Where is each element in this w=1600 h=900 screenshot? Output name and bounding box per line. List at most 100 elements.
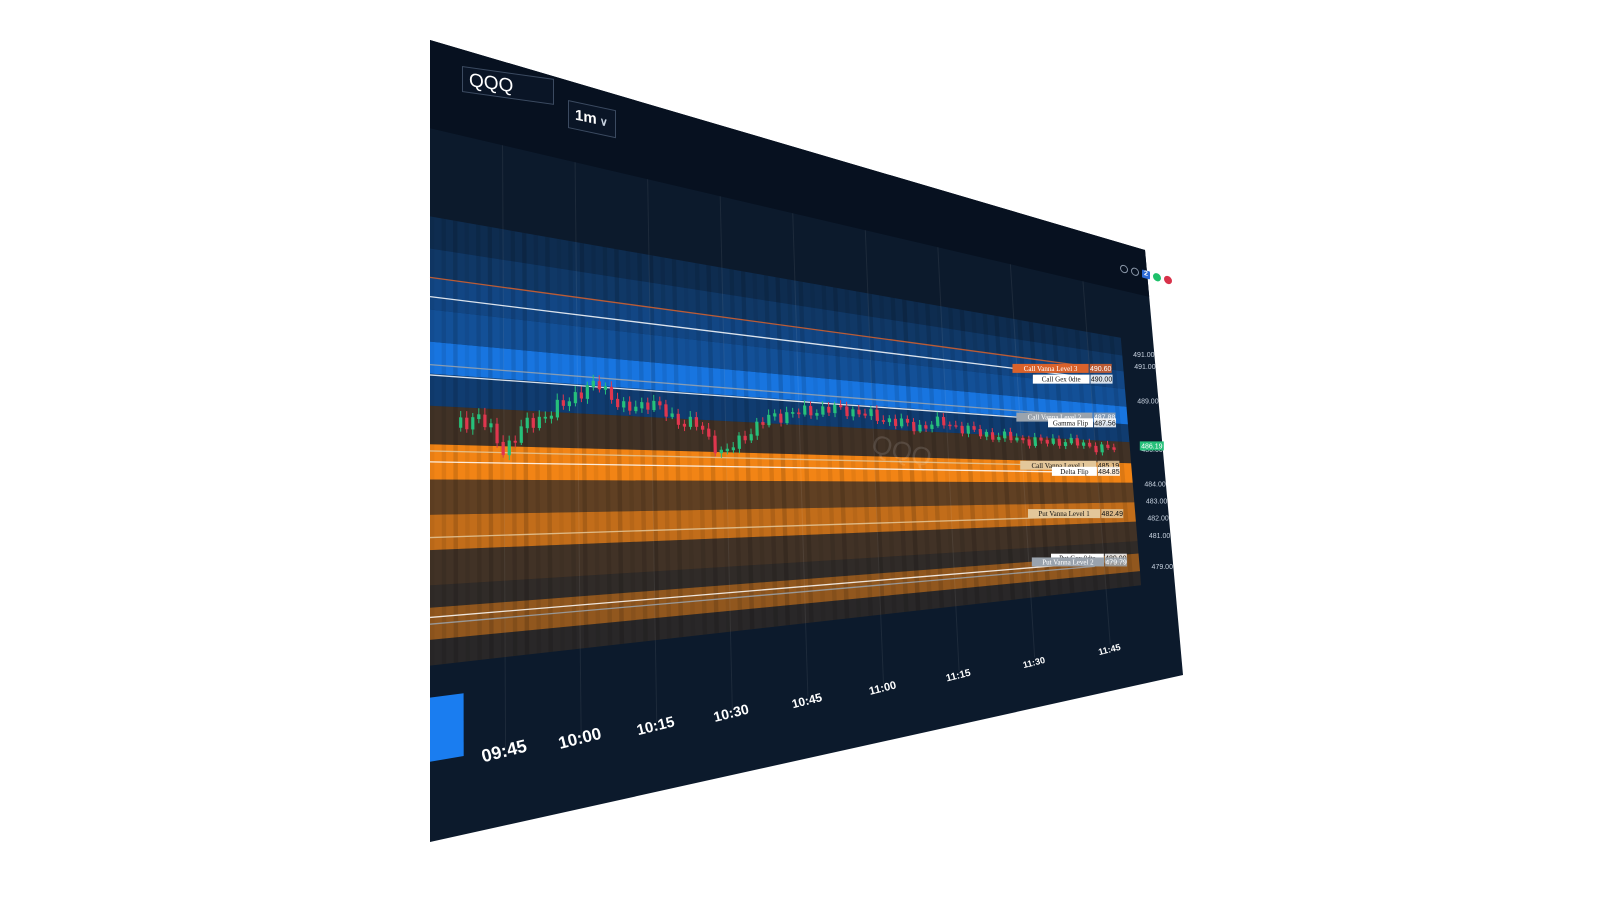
- candle-body[interactable]: [1051, 438, 1055, 444]
- candle-body[interactable]: [845, 406, 849, 417]
- candle-body[interactable]: [725, 448, 729, 452]
- candle-body[interactable]: [694, 417, 699, 427]
- candle-body[interactable]: [609, 386, 614, 400]
- candle-body[interactable]: [743, 435, 747, 441]
- candle-body[interactable]: [749, 434, 753, 441]
- candle-body[interactable]: [905, 418, 910, 423]
- candle-body[interactable]: [622, 401, 626, 408]
- candle-body[interactable]: [634, 406, 638, 412]
- candle-body[interactable]: [567, 401, 571, 407]
- candle-body[interactable]: [990, 432, 995, 440]
- candle-body[interactable]: [924, 425, 928, 429]
- candle-body[interactable]: [1027, 439, 1031, 446]
- layout-count-badge[interactable]: 2: [1142, 269, 1150, 280]
- candle-body[interactable]: [597, 381, 601, 390]
- candle-body[interactable]: [918, 424, 922, 432]
- candle-body[interactable]: [489, 423, 493, 428]
- candle-body[interactable]: [984, 431, 989, 437]
- candle-body[interactable]: [791, 412, 795, 414]
- candle-body[interactable]: [912, 421, 916, 432]
- candle-body[interactable]: [737, 435, 741, 449]
- candle-body[interactable]: [459, 417, 463, 428]
- candle-body[interactable]: [531, 417, 535, 428]
- candle-body[interactable]: [887, 418, 892, 423]
- candle-body[interactable]: [1087, 442, 1092, 447]
- candle-body[interactable]: [603, 386, 607, 390]
- candle-body[interactable]: [1021, 438, 1025, 441]
- candle-body[interactable]: [658, 401, 662, 406]
- candle-body[interactable]: [555, 399, 559, 418]
- candle-body[interactable]: [719, 449, 723, 454]
- candle-body[interactable]: [549, 415, 553, 419]
- candle-body[interactable]: [785, 412, 789, 424]
- candle-body[interactable]: [978, 429, 983, 437]
- candle-body[interactable]: [941, 416, 946, 426]
- candle-body[interactable]: [930, 424, 934, 430]
- candle-body[interactable]: [881, 420, 886, 422]
- candle-body[interactable]: [954, 425, 958, 427]
- candle-body[interactable]: [875, 409, 879, 422]
- candle-body[interactable]: [833, 404, 837, 414]
- candle-body[interactable]: [525, 417, 529, 429]
- candle-body[interactable]: [676, 413, 680, 425]
- candle-body[interactable]: [972, 426, 976, 430]
- candle-body[interactable]: [471, 417, 475, 430]
- candle-body[interactable]: [579, 392, 583, 399]
- candle-body[interactable]: [688, 416, 693, 427]
- candle-body[interactable]: [821, 406, 825, 415]
- candle-body[interactable]: [899, 418, 904, 427]
- candle-body[interactable]: [652, 400, 656, 411]
- candle-body[interactable]: [761, 421, 765, 425]
- candle-body[interactable]: [773, 413, 777, 417]
- maximize-icon[interactable]: [1153, 272, 1161, 283]
- candle-body[interactable]: [1002, 431, 1007, 439]
- candle-body[interactable]: [966, 425, 970, 434]
- candle-body[interactable]: [537, 416, 541, 429]
- candle-body[interactable]: [767, 414, 771, 426]
- candle-body[interactable]: [1112, 447, 1116, 450]
- candle-body[interactable]: [664, 404, 668, 417]
- candle-body[interactable]: [507, 440, 511, 456]
- close-icon[interactable]: [1164, 274, 1172, 285]
- candle-body[interactable]: [1057, 438, 1062, 446]
- candle-body[interactable]: [501, 441, 505, 456]
- candle-body[interactable]: [1094, 445, 1098, 453]
- candle-body[interactable]: [513, 440, 517, 443]
- candle-body[interactable]: [960, 425, 964, 434]
- candle-body[interactable]: [585, 385, 589, 399]
- candle-body[interactable]: [543, 416, 547, 419]
- candle-body[interactable]: [707, 428, 711, 437]
- candle-body[interactable]: [1033, 437, 1038, 446]
- candle-body[interactable]: [640, 402, 644, 409]
- candle-body[interactable]: [893, 418, 898, 427]
- candle-body[interactable]: [851, 409, 855, 417]
- candle-body[interactable]: [997, 437, 1001, 440]
- candle-body[interactable]: [1008, 431, 1013, 441]
- candle-body[interactable]: [869, 409, 873, 417]
- candle-body[interactable]: [519, 426, 523, 443]
- settings-icon[interactable]: [1120, 264, 1128, 274]
- candle-body[interactable]: [477, 414, 481, 420]
- candle-body[interactable]: [809, 405, 813, 416]
- candle-body[interactable]: [465, 417, 469, 430]
- candle-body[interactable]: [713, 435, 717, 454]
- candle-body[interactable]: [827, 406, 831, 413]
- candle-body[interactable]: [863, 413, 867, 416]
- candle-body[interactable]: [616, 398, 620, 408]
- candle-body[interactable]: [755, 421, 759, 436]
- candle-body[interactable]: [1081, 442, 1086, 446]
- candle-body[interactable]: [857, 409, 861, 415]
- candle-body[interactable]: [591, 380, 595, 388]
- candle-body[interactable]: [1100, 444, 1104, 453]
- candle-body[interactable]: [483, 414, 487, 428]
- candle-body[interactable]: [495, 423, 499, 444]
- candle-body[interactable]: [1045, 439, 1050, 444]
- candle-body[interactable]: [797, 412, 801, 415]
- candle-body[interactable]: [1069, 437, 1074, 444]
- candle-body[interactable]: [682, 423, 687, 427]
- candle-body[interactable]: [1063, 442, 1068, 447]
- candle-body[interactable]: [646, 402, 650, 410]
- candle-body[interactable]: [561, 400, 565, 406]
- candle-body[interactable]: [573, 391, 577, 404]
